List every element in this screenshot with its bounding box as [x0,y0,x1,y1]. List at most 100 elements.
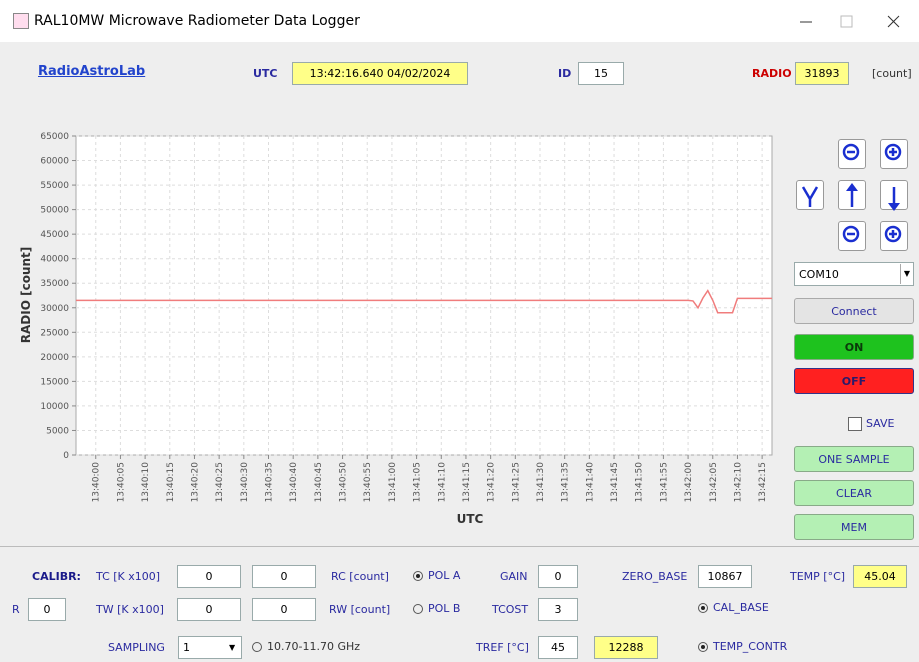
tref-count-field: 12288 [594,636,658,659]
separator [0,546,919,547]
x-tick-label: 13:41:40 [585,462,595,503]
x-tick-label: 13:40:40 [289,462,299,503]
rw-label: RW [count] [329,603,391,616]
x-tick-label: 13:40:25 [215,462,225,502]
cal-base-label: CAL_BASE [713,601,769,614]
temp-contr-radio[interactable]: TEMP_CONTR [698,640,787,653]
save-label: SAVE [866,417,895,430]
gain-label: GAIN [500,570,528,583]
pol-b-radio[interactable]: POL B [413,602,460,615]
utc-field: 13:42:16.640 04/02/2024 [292,62,468,85]
x-tick-label: 13:41:20 [487,462,497,503]
utc-label: UTC [253,67,278,80]
x-tick-label: 13:42:10 [733,462,743,503]
plot-area [75,135,773,456]
tcost-field[interactable]: 3 [538,598,578,621]
rc-label: RC [count] [331,570,389,583]
y-tick-label: 15000 [40,377,69,387]
y-tick-label: 10000 [40,402,69,412]
x-tick-label: 13:40:20 [190,462,200,503]
clear-button[interactable]: CLEAR [794,480,914,506]
y-tick-label: 45000 [40,230,69,240]
r-label: R [12,603,20,616]
x-tick-label: 13:41:05 [413,462,423,502]
radio-field: 31893 [795,62,849,85]
pol-b-label: POL B [428,602,461,615]
cal-base-radio[interactable]: CAL_BASE [698,601,769,614]
y-tick-label: 0 [63,451,69,461]
save-checkbox[interactable] [848,417,862,431]
tref-label: TREF [°C] [476,641,529,654]
connect-button[interactable]: Connect [794,298,914,324]
id-label: ID [558,67,572,80]
x-tick-label: 13:41:50 [635,462,645,503]
mem-button[interactable]: MEM [794,514,914,540]
tref-field[interactable]: 45 [538,636,578,659]
r-field[interactable]: 0 [28,598,66,621]
tc-field-2[interactable]: 0 [252,565,316,588]
title-bar [0,0,919,42]
tc-field-1[interactable]: 0 [177,565,241,588]
x-tick-label: 13:40:00 [92,462,102,503]
y-tick-label: 5000 [46,426,69,436]
freq-radio[interactable]: 10.70-11.70 GHz [252,640,360,653]
tcost-label: TCOST [492,603,529,616]
tw-field-2[interactable]: 0 [252,598,316,621]
pol-a-label: POL A [428,569,461,582]
gain-field[interactable]: 0 [538,565,578,588]
y-tick-label: 55000 [40,181,69,191]
x-tick-label: 13:42:05 [709,462,719,502]
window-controls[interactable] [800,12,910,32]
pol-a-radio[interactable]: POL A [413,569,460,582]
radio-label: RADIO [752,67,792,80]
y-tick-label: 40000 [40,255,69,265]
x-tick-label: 13:40:45 [314,462,324,502]
temp-field: 45.04 [853,565,907,588]
tc-label: TC [K x100] [96,570,161,583]
y-tick-label: 50000 [40,206,69,216]
x-tick-label: 13:40:10 [141,462,151,503]
sampling-arrow[interactable]: ▼ [229,643,236,652]
off-button[interactable]: OFF [794,368,914,394]
id-field[interactable]: 15 [578,62,624,85]
zero-base-field[interactable]: 10867 [698,565,752,588]
tw-field-1[interactable]: 0 [177,598,241,621]
radio-unit: [count] [872,67,912,80]
x-tick-label: 13:41:25 [511,462,521,502]
x-tick-label: 13:41:45 [610,462,620,502]
x-tick-label: 13:41:10 [437,462,447,503]
temp-label: TEMP [°C] [790,570,846,583]
one-sample-button[interactable]: ONE SAMPLE [794,446,914,472]
y-axis-label: RADIO [count] [19,247,33,343]
x-tick-label: 13:42:00 [684,462,694,503]
x-tick-label: 13:41:55 [659,462,669,502]
y-tick-label: 20000 [40,353,69,363]
y-tick-label: 35000 [40,279,69,289]
toolbar-icons [801,143,902,243]
y-tick-label: 65000 [40,132,69,142]
y-tick-label: 60000 [40,157,69,167]
port-combo[interactable]: COM10 [794,262,914,286]
zero-base-label: ZERO_BASE [622,570,688,583]
window-title: RAL10MW Microwave Radiometer Data Logger [34,13,360,29]
data-line [76,289,772,314]
x-axis-label: UTC [457,512,484,526]
logo: RadioAstroLab [38,64,146,79]
calibr-label: CALIBR: [32,570,81,583]
x-tick-label: 13:40:30 [240,462,250,503]
app-icon [13,13,29,29]
combo-arrow[interactable]: ▼ [900,264,913,284]
on-button[interactable]: ON [794,334,914,360]
y-tick-label: 30000 [40,304,69,314]
chart: UTC RADIO [count] 0 5000 10000 15000 20000 25… [19,132,773,526]
temp-contr-label: TEMP_CONTR [713,640,788,653]
sampling-combo[interactable]: 1 [178,636,242,659]
x-tick-label: 13:41:35 [561,462,571,502]
freq-label: 10.70-11.70 GHz [267,640,361,653]
y-tick-label: 25000 [40,328,69,338]
x-tick-label: 13:40:55 [363,462,373,502]
sampling-label: SAMPLING [108,641,165,654]
tw-label: TW [K x100] [96,603,164,616]
x-tick-label: 13:40:15 [166,462,176,502]
